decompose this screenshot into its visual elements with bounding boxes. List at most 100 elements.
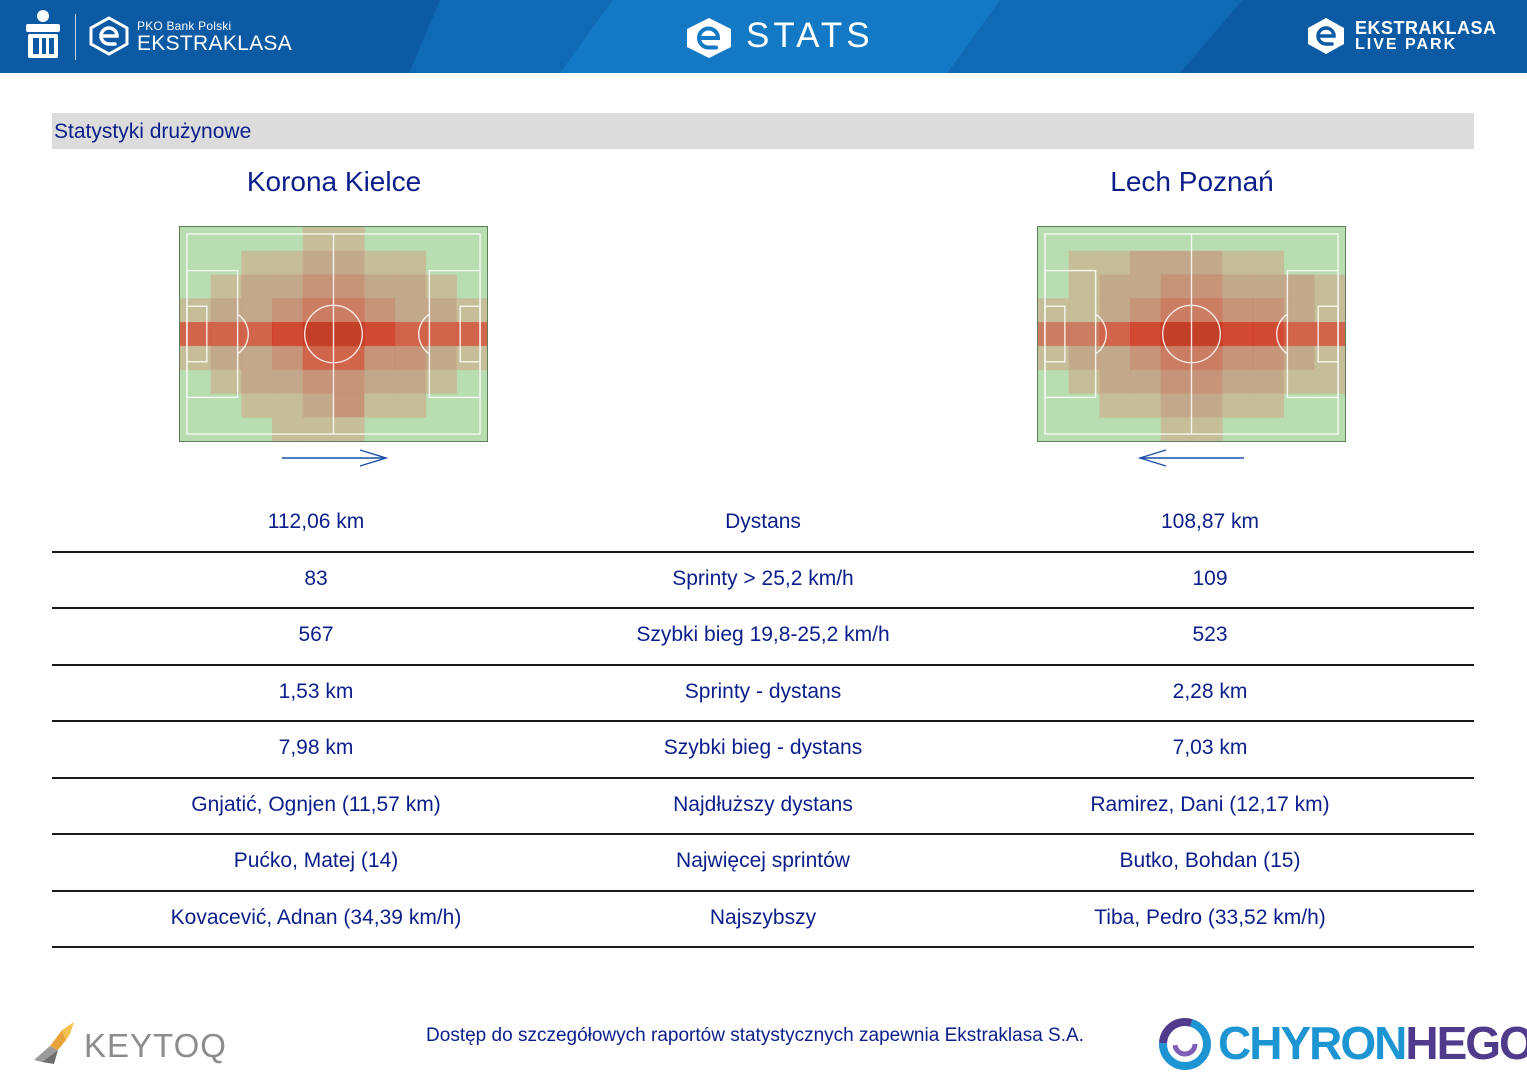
stat-row: Pućko, Matej (14) Najwięcej sprintów But…: [52, 835, 1474, 892]
heatmap-cell: [1222, 250, 1254, 276]
heatmap-cell: [1314, 322, 1345, 347]
heatmap-cell: [1160, 393, 1192, 418]
heatmap-cell: [1252, 369, 1285, 394]
stat-away-value: 523: [1192, 623, 1228, 646]
heatmap-cell: [1252, 322, 1285, 347]
heatmap-cell: [1130, 274, 1162, 299]
stat-away-value: 7,03 km: [1172, 736, 1248, 759]
heatmap-cell: [1314, 369, 1345, 394]
heatmap-cell: [456, 322, 487, 347]
heatmap-cell: [241, 393, 273, 418]
heatmap-cell: [1130, 369, 1162, 394]
heatmap-cell: [1099, 274, 1131, 299]
heatmap-cell: [394, 369, 427, 394]
stat-home-value: 83: [304, 566, 328, 590]
heatmap-cell: [1160, 250, 1192, 276]
heatmap-cell: [302, 274, 334, 299]
stat-label: Najszybszy: [709, 905, 817, 929]
heatmap-cell: [1314, 298, 1345, 323]
heatmap-cell: [456, 345, 487, 371]
heatmap-cell: [425, 369, 457, 394]
heatmap-cell: [1068, 274, 1100, 299]
heatmap-cell: [210, 369, 242, 394]
heatmap-cell: [394, 322, 427, 347]
header-brand-title: EKSTRAKLASA: [137, 32, 293, 55]
live-park-brand-line2: LIVE PARK: [1355, 36, 1458, 53]
heatmap-cell: [302, 417, 334, 441]
header-band: [1180, 0, 1527, 73]
heatmap-cell: [302, 227, 334, 252]
ekstraklasa-e-icon: [89, 16, 129, 56]
heatmap-home: [179, 226, 488, 442]
heatmap-cell: [1222, 298, 1254, 323]
stat-home-value: Pućko, Matej (14): [233, 849, 399, 872]
heatmap-cell: [272, 322, 304, 347]
heatmap-cell: [1252, 393, 1285, 418]
heatmap-cell: [1252, 274, 1285, 299]
heatmap-cell: [1191, 250, 1223, 276]
heatmap-cell: [210, 322, 242, 347]
heatmap-cell: [1068, 298, 1100, 323]
heatmap-cell: [364, 393, 396, 418]
arrow-right-icon: [282, 449, 389, 467]
heatmap-cell: [1191, 393, 1223, 418]
heatmap-cell: [1160, 298, 1192, 323]
header-divider: [75, 14, 76, 60]
heatmap-cell: [180, 322, 212, 347]
heatmap-cell: [1160, 369, 1192, 394]
chyron-logo-part: CHYRON: [1218, 1017, 1407, 1069]
stat-home-value: 7,98 km: [278, 736, 354, 759]
section-title: Statystyki drużynowe: [54, 120, 252, 143]
heatmap-cell: [1314, 274, 1345, 299]
heatmap-cell: [333, 250, 365, 276]
heatmap-cell: [1283, 369, 1315, 394]
heatmap-cell: [333, 369, 365, 394]
keytoq-logo-text: KEYTOQ: [84, 1027, 227, 1064]
heatmap-cell: [1160, 322, 1192, 347]
heatmap-cell: [364, 345, 396, 371]
team-name-away: Lech Poznań: [1110, 166, 1274, 197]
heatmap-cell: [425, 322, 457, 347]
heatmap-cell: [241, 250, 273, 276]
stat-home-value: Kovacević, Adnan (34,39 km/h): [170, 905, 462, 929]
stat-home-value: 567: [298, 623, 334, 646]
ekstraklasa-e-icon: [1308, 18, 1344, 54]
heatmap-cell: [1252, 345, 1285, 371]
header-brand-subtitle: PKO Bank Polski: [137, 19, 232, 33]
heatmap-cell: [1099, 345, 1131, 371]
heatmap-cell: [1099, 298, 1131, 323]
heatmap-cell: [302, 250, 334, 276]
pitch-lines: [1044, 233, 1339, 435]
heatmap-cell: [272, 345, 304, 371]
heatmap-cell: [425, 298, 457, 323]
stat-row: 567 Szybki bieg 19,8-25,2 km/h 523: [52, 609, 1474, 666]
heatmap-cell: [1038, 345, 1070, 371]
heatmap-cell: [1130, 393, 1162, 418]
heatmap-cell: [1160, 274, 1192, 299]
heatmap-cell: [210, 274, 242, 299]
heatmap-cell: [1130, 322, 1162, 347]
hego-logo-part: HEGO: [1405, 1017, 1527, 1069]
heatmap-cell: [1038, 322, 1070, 347]
heatmap-cell: [180, 298, 212, 323]
section-header: Statystyki drużynowe: [52, 113, 1474, 149]
heatmap-cell: [1068, 322, 1100, 347]
heatmap-cell: [364, 274, 396, 299]
heatmap-cell: [1283, 298, 1315, 323]
stat-home-value: 112,06 km: [267, 510, 365, 533]
heatmap-cell: [333, 393, 365, 418]
heatmap-cell: [1191, 417, 1223, 441]
stat-row: 112,06 km Dystans 108,87 km: [52, 496, 1474, 553]
heatmap-cell: [210, 345, 242, 371]
heatmap-cell: [1283, 274, 1315, 299]
heatmap-cell: [302, 298, 334, 323]
stat-away-value: 108,87 km: [1160, 510, 1260, 533]
heatmap-away: [1037, 226, 1346, 442]
heatmap-cell: [394, 345, 427, 371]
stat-label: Sprinty - dystans: [684, 679, 842, 703]
heatmap-cell: [1130, 345, 1162, 371]
heatmap-cell: [1068, 369, 1100, 394]
heatmap-cell: [1130, 298, 1162, 323]
heatmap-cell: [394, 298, 427, 323]
header-band: [560, 0, 1000, 73]
